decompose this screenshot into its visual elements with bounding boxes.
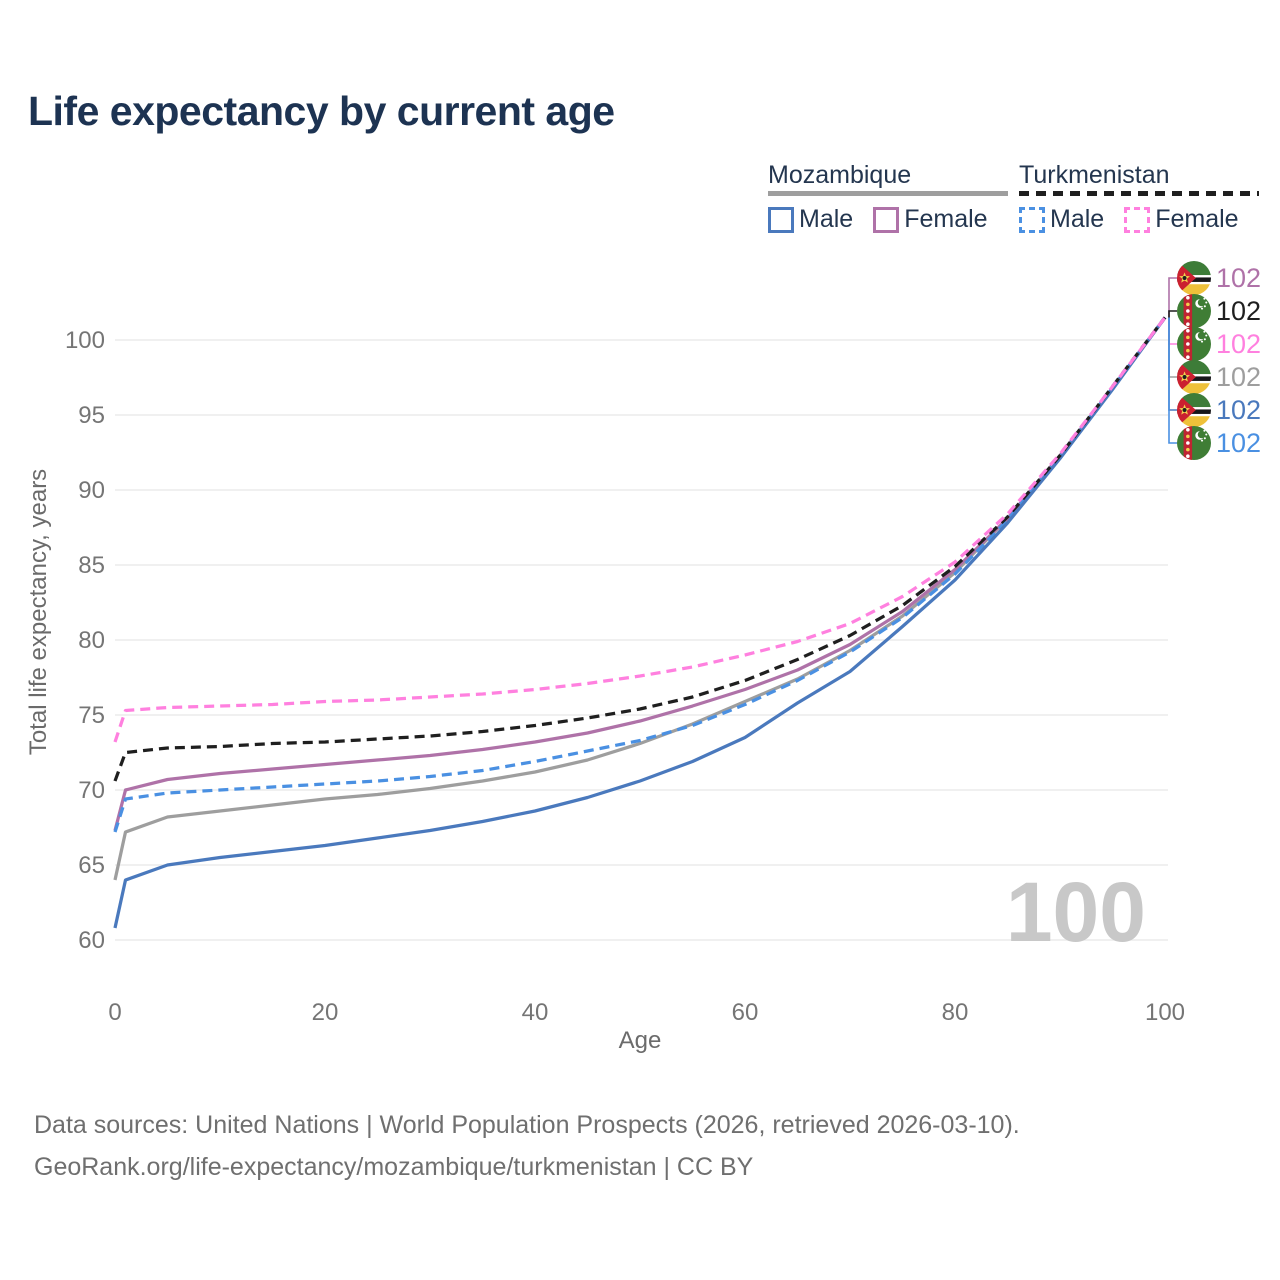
x-tick-label: 60 — [732, 999, 759, 1026]
legend-mozambique-label[interactable]: Mozambique — [768, 161, 912, 189]
end-label-value: 102 — [1216, 395, 1261, 425]
legend-mozambique: Mozambique Male Female — [768, 162, 1008, 234]
turkmenistan-female-swatch[interactable] — [1124, 206, 1151, 233]
x-tick-label: 0 — [108, 999, 121, 1026]
mozambique-flag-icon — [1177, 360, 1211, 394]
legend-mozambique-items: Male Female — [768, 205, 1008, 234]
turkmenistan-flag-icon — [1177, 294, 1211, 328]
end-label-value: 102 — [1216, 428, 1261, 458]
turkmenistan-flag-icon — [1177, 426, 1211, 460]
footer-sources-line: Data sources: United Nations | World Pop… — [34, 1111, 1020, 1139]
series-line-moz_both — [113, 316, 1167, 881]
y-tick-label: 75 — [78, 702, 105, 729]
end-label-value: 102 — [1216, 362, 1261, 392]
end-label-leader-line — [1168, 277, 1177, 318]
y-tick-label: 90 — [78, 477, 105, 504]
end-label-leader-line — [1168, 317, 1177, 378]
end-label-leader-line — [1168, 317, 1177, 411]
x-tick-label: 80 — [942, 999, 969, 1026]
x-tick-label: 100 — [1145, 999, 1185, 1026]
x-tick-label: 20 — [312, 999, 339, 1026]
end-label-value: 102 — [1216, 296, 1261, 326]
axis-tick-labels: 60 65 70 75 80 85 90 95 100 0 20 40 60 80 100 — [65, 327, 1185, 1026]
mozambique-male-swatch[interactable] — [768, 206, 794, 233]
legend-turkmenistan-items: Male Female — [1019, 205, 1259, 234]
mozambique-flag-icon — [1177, 393, 1211, 427]
series-line-turk_female — [113, 316, 1167, 743]
end-label-leader-line — [1168, 317, 1177, 444]
y-tick-label: 65 — [78, 852, 105, 879]
series-line-turk_male — [113, 316, 1167, 833]
y-tick-label: 95 — [78, 402, 105, 429]
end-label-leader-line — [1168, 310, 1177, 318]
mozambique-female-swatch[interactable] — [873, 206, 900, 233]
y-tick-label: 85 — [78, 552, 105, 579]
footer-url-line: GeoRank.org/life-expectancy/mozambique/t… — [34, 1153, 754, 1181]
mozambique-male-label[interactable]: Male — [799, 205, 854, 233]
turkmenistan-line-style-underline — [1019, 191, 1259, 196]
x-axis-title: Age — [619, 1027, 662, 1054]
mozambique-line-style-underline — [768, 191, 1008, 196]
legend-turkmenistan-label[interactable]: Turkmenistan — [1019, 161, 1170, 189]
y-tick-label: 60 — [78, 927, 105, 954]
turkmenistan-male-label[interactable]: Male — [1050, 205, 1105, 233]
series-line-moz_female — [113, 316, 1167, 831]
end-label-value: 102 — [1216, 329, 1261, 359]
chart-title: Life expectancy by current age — [28, 88, 615, 134]
current-age-watermark: 100 — [1006, 865, 1146, 959]
end-label-value: 102 — [1216, 263, 1261, 293]
y-tick-label: 100 — [65, 327, 105, 354]
y-tick-label: 80 — [78, 627, 105, 654]
end-label-leader-line — [1168, 317, 1177, 345]
y-tick-label: 70 — [78, 777, 105, 804]
y-axis-title: Total life expectancy, years — [25, 469, 52, 755]
data-source-footer: Data sources: United Nations | World Pop… — [34, 1104, 1020, 1188]
series-line-turk_both — [113, 316, 1167, 782]
mozambique-female-label[interactable]: Female — [904, 205, 988, 233]
turkmenistan-flag-icon — [1177, 327, 1211, 361]
legend-turkmenistan: Turkmenistan Male Female — [1019, 162, 1259, 234]
x-tick-label: 40 — [522, 999, 549, 1026]
gridlines — [115, 339, 1168, 941]
mozambique-flag-icon — [1177, 261, 1211, 295]
turkmenistan-female-label[interactable]: Female — [1155, 205, 1239, 233]
series-lines — [113, 316, 1167, 929]
series-line-moz_male — [113, 316, 1167, 929]
turkmenistan-male-swatch[interactable] — [1019, 206, 1045, 233]
